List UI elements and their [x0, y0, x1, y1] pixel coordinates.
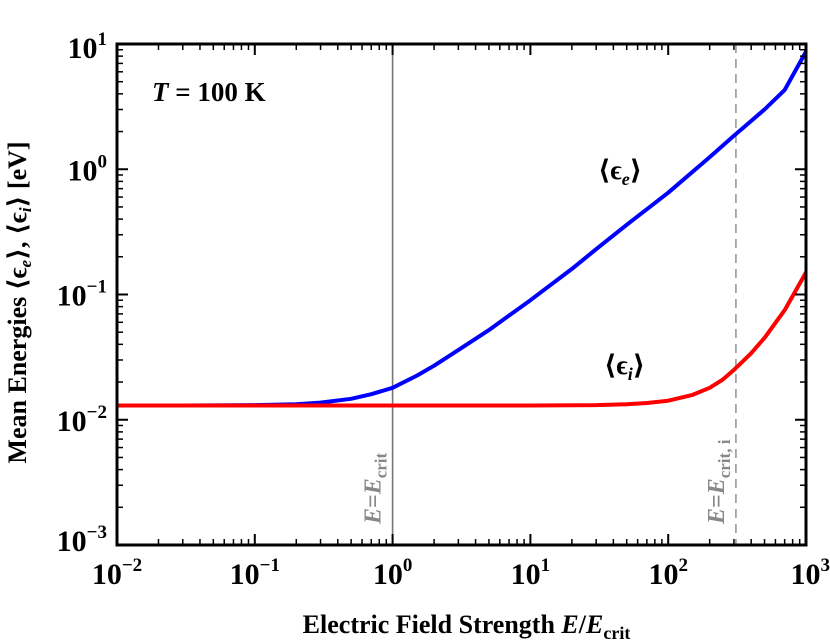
series-layer [117, 49, 806, 408]
y-tick-label: 10−2 [57, 402, 107, 438]
series-line-e [117, 49, 806, 408]
y-tick-label: 10−1 [57, 277, 107, 313]
vline-label-e-crit-i: E=Ecrit, i [704, 439, 734, 525]
annotations: Electric Field Strength E/Ecrit Mean Ener… [3, 77, 734, 642]
x-tick-label: 102 [648, 555, 688, 591]
plot-frame [115, 42, 808, 547]
y-tick-label: 10−3 [57, 522, 107, 558]
x-tick-label: 101 [511, 555, 551, 591]
reference-lines [391, 44, 737, 545]
x-tick-label: 10−2 [92, 555, 142, 591]
x-tick-label: 100 [373, 555, 413, 591]
temperature-label: T = 100 K [152, 77, 266, 107]
y-tick-label: 101 [68, 29, 108, 65]
y-axis-title: Mean Energies ⟨ϵe⟩, ⟨ϵi⟩ [eV] [3, 141, 35, 463]
series-label-i: ⟨ϵi⟩ [604, 350, 645, 384]
x-tick-label: 10−1 [230, 555, 280, 591]
y-tick-label: 100 [68, 151, 108, 187]
x-axis-title: Electric Field Strength E/Ecrit [303, 610, 631, 642]
series-label-e: ⟨ϵe⟩ [598, 155, 642, 189]
x-tick-label: 103 [791, 555, 830, 591]
series-line-i [117, 270, 806, 408]
vline-label-e-crit: E=Ecrit [361, 452, 391, 525]
